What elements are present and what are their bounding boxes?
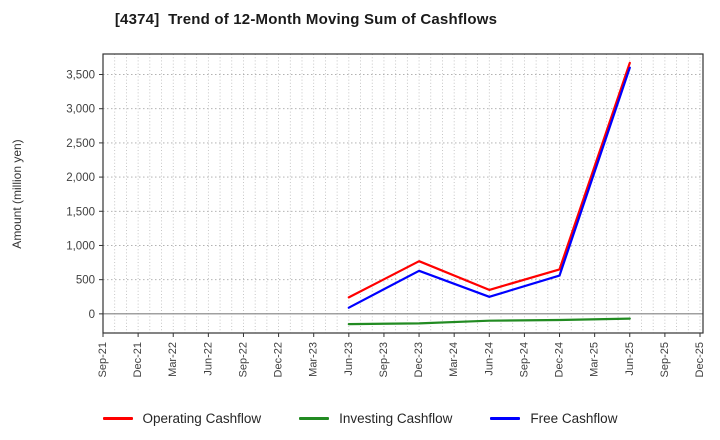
svg-text:Jun-22: Jun-22 bbox=[202, 342, 214, 376]
chart-title: [4374] Trend of 12-Month Moving Sum of C… bbox=[114, 11, 498, 28]
svg-text:Mar-22: Mar-22 bbox=[167, 342, 179, 377]
legend-swatch-operating-cashflow bbox=[102, 417, 133, 420]
svg-text:Sep-21: Sep-21 bbox=[97, 342, 109, 377]
legend-label-free-cashflow: Free Cashflow bbox=[530, 411, 618, 426]
svg-text:Jun-24: Jun-24 bbox=[483, 342, 495, 376]
legend-label-operating-cashflow: Operating Cashflow bbox=[142, 411, 262, 426]
svg-text:500: 500 bbox=[76, 275, 95, 287]
svg-text:Dec-23: Dec-23 bbox=[413, 342, 425, 377]
svg-text:Jun-23: Jun-23 bbox=[343, 342, 355, 376]
svg-text:Sep-22: Sep-22 bbox=[237, 342, 249, 377]
svg-text:Dec-24: Dec-24 bbox=[554, 342, 566, 377]
svg-text:0: 0 bbox=[89, 309, 95, 321]
svg-text:2,000: 2,000 bbox=[66, 172, 95, 184]
svg-text:Dec-22: Dec-22 bbox=[273, 342, 285, 377]
svg-text:2,500: 2,500 bbox=[66, 138, 95, 150]
chart-legend: Operating Cashflow Investing Cashflow Fr… bbox=[0, 411, 720, 426]
legend-item-investing-cashflow: Investing Cashflow bbox=[299, 411, 452, 426]
svg-text:3,000: 3,000 bbox=[66, 104, 95, 116]
svg-text:Mar-23: Mar-23 bbox=[308, 342, 320, 377]
svg-text:Dec-25: Dec-25 bbox=[694, 342, 706, 377]
svg-text:Dec-21: Dec-21 bbox=[132, 342, 144, 377]
legend-label-investing-cashflow: Investing Cashflow bbox=[339, 411, 453, 426]
svg-text:1,500: 1,500 bbox=[66, 206, 95, 218]
svg-text:Jun-25: Jun-25 bbox=[624, 342, 636, 376]
svg-text:Mar-25: Mar-25 bbox=[589, 342, 601, 377]
svg-text:Sep-23: Sep-23 bbox=[378, 342, 390, 377]
svg-text:Mar-24: Mar-24 bbox=[448, 342, 460, 377]
svg-text:Sep-24: Sep-24 bbox=[518, 342, 530, 377]
svg-text:1,000: 1,000 bbox=[66, 240, 95, 252]
svg-text:3,500: 3,500 bbox=[66, 70, 95, 82]
legend-item-operating-cashflow: Operating Cashflow bbox=[102, 411, 262, 426]
legend-swatch-free-cashflow bbox=[490, 417, 521, 420]
legend-swatch-investing-cashflow bbox=[299, 417, 330, 420]
svg-text:Sep-25: Sep-25 bbox=[659, 342, 671, 377]
legend-item-free-cashflow: Free Cashflow bbox=[490, 411, 617, 426]
